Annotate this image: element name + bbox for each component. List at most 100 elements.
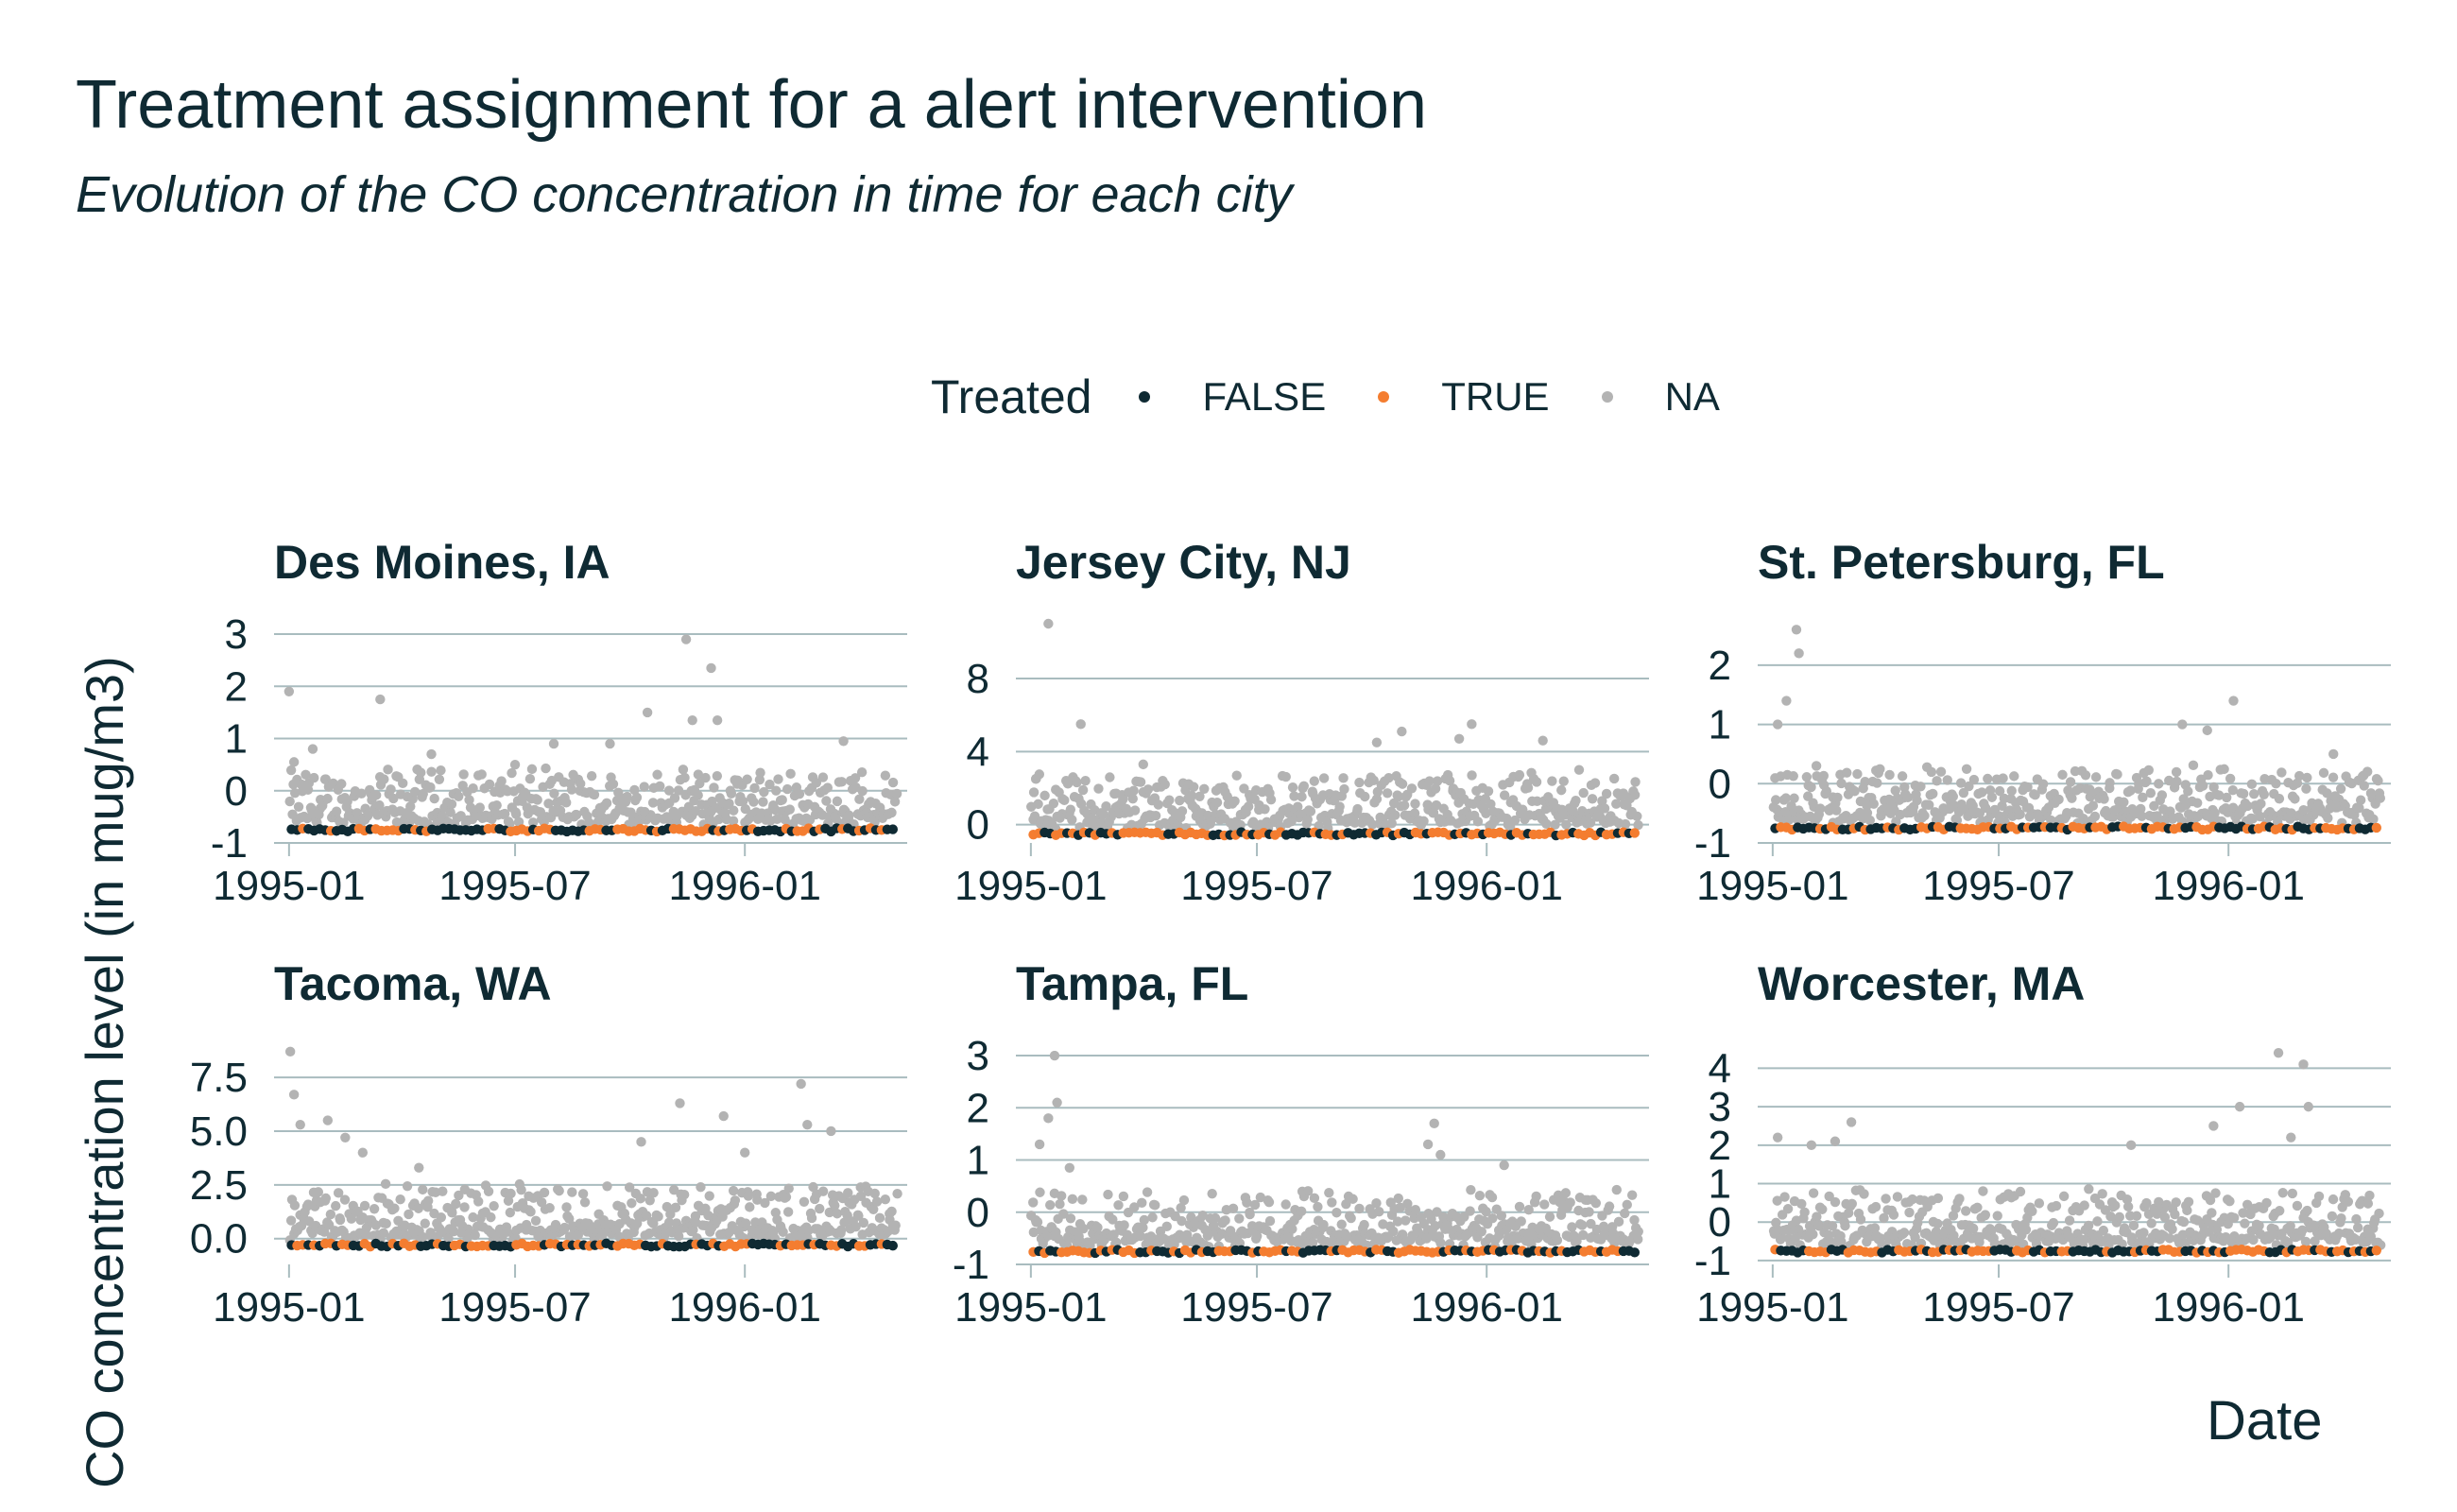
point-na [1486,799,1496,810]
point-na [443,1233,454,1244]
point-na [2273,1047,2284,1058]
point-na [1589,778,1601,788]
point-na [1128,785,1139,796]
point-na [2248,1234,2259,1246]
point-na [378,1228,389,1239]
point-na [1334,801,1345,812]
x-tick-label: 1995-01 [954,1284,1107,1331]
point-na [2298,1059,2309,1070]
point-na [737,796,748,807]
point-na [815,1203,825,1214]
point-na [307,1228,318,1239]
point-na [1030,774,1041,784]
point-na [1397,726,1407,737]
point-na [1108,1214,1118,1225]
point-na [566,784,577,795]
point-na [1897,771,1908,782]
point-na [2090,772,2102,782]
point-na [642,707,653,718]
point-na [1573,765,1585,775]
point-na [2228,696,2239,706]
point-na [641,1211,652,1221]
point-na [2375,793,2386,803]
point-na [2064,1215,2075,1226]
point-na [740,1218,751,1228]
point-na [2364,1190,2375,1201]
point-na [370,1220,382,1230]
point-na [858,1217,869,1228]
points [1025,1050,1643,1259]
point-na [1541,818,1552,829]
point-na [554,1185,564,1196]
point-na [1972,1202,1983,1212]
point-na [2164,775,2174,786]
point-na [1577,1220,1588,1230]
point-na [665,1209,676,1220]
point-na [1028,1197,1039,1208]
point-na [836,777,847,787]
point-na [1371,794,1383,804]
point-na [2020,1225,2032,1235]
point-na [2172,776,2182,787]
point-na [1522,782,1534,793]
point-na [436,1212,447,1223]
point-na [1572,1236,1582,1246]
point-na [1980,1210,1991,1220]
point-na [395,1194,405,1205]
point-na [1899,1228,1910,1238]
point-na [320,1193,331,1204]
point-na [1371,1198,1382,1209]
point-na [1280,1199,1291,1210]
point-na [718,1110,729,1122]
point-na [405,801,416,812]
point-na [1371,737,1383,747]
point-na [1062,779,1074,789]
point-na [821,796,832,806]
point-na [2274,1206,2285,1216]
y-tick-label: 1 [1709,1161,1731,1208]
point-na [1400,1215,1411,1226]
panel-title: Tampa, FL [1016,957,1248,1010]
point-na [1101,801,1111,812]
point-na [1067,1194,1078,1204]
point-na [1514,1201,1525,1212]
point-na [404,1209,414,1220]
point-na [1496,1211,1507,1221]
point-na [1374,1207,1384,1217]
point-treated-false [887,824,899,834]
point-na [2137,811,2147,821]
point-na [652,769,662,780]
point-na [1806,1140,1817,1151]
point-na [1080,776,1091,786]
y-tick-label: 1 [967,1138,989,1184]
point-na [1846,1117,1857,1127]
point-na [289,1200,301,1211]
point-na [1424,776,1435,786]
point-na [436,765,446,776]
point-na [1118,794,1128,805]
point-na [1178,1194,1190,1206]
point-na [1622,1199,1632,1211]
point-na [2248,789,2259,799]
point-na [890,1220,901,1230]
point-treated-true [2371,822,2382,833]
point-na [1879,1212,1889,1224]
point-na [830,1200,840,1211]
point-na [1983,773,1993,784]
point-na [2154,779,2164,789]
point-na [1220,1215,1230,1226]
point-na [293,801,304,812]
point-na [1453,733,1465,744]
point-na [1289,791,1299,801]
point-na [2261,1197,2272,1209]
point-na [1859,1189,1869,1199]
point-na [1633,819,1643,831]
point-na [2246,779,2258,790]
point-na [2240,1218,2250,1228]
point-na [853,1211,864,1221]
legend-label-true: TRUE [1441,374,1550,419]
point-na [1840,1220,1850,1231]
point-na [2080,770,2091,781]
point-na [2092,1216,2103,1227]
point-na [2335,783,2346,794]
